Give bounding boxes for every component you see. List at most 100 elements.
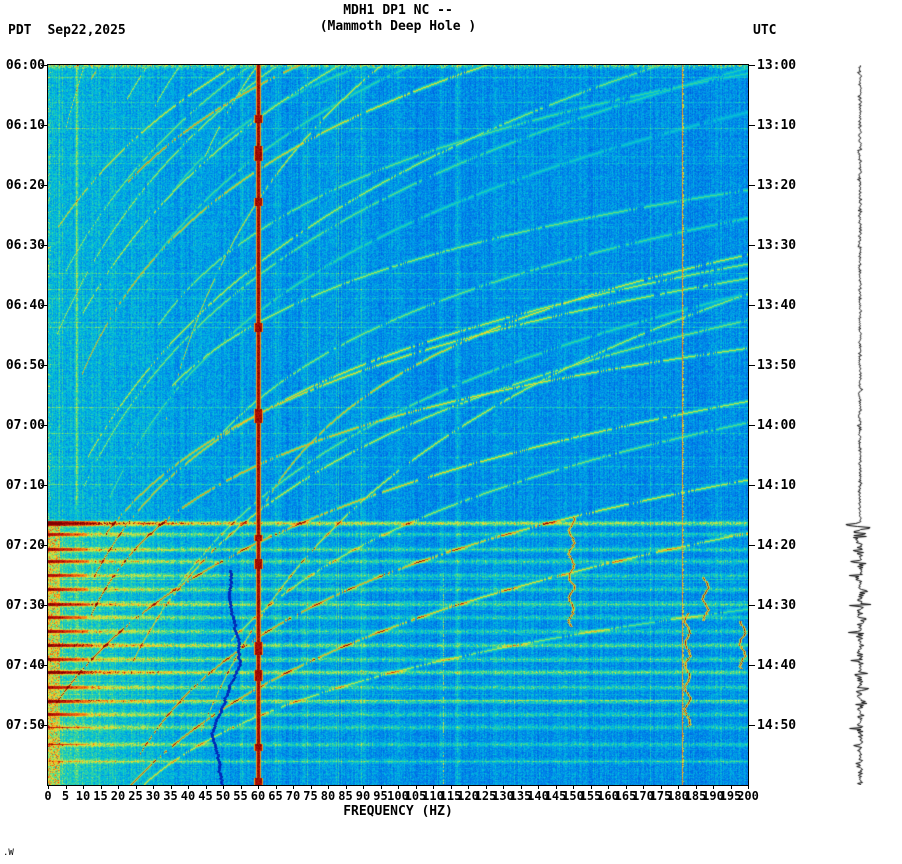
y-tick-left [41, 185, 48, 186]
freq-tick-label: 85 [338, 789, 353, 803]
time-label-right: 13:40 [757, 298, 797, 313]
freq-tick-label: 95 [373, 789, 388, 803]
freq-tick-label: 170 [632, 789, 654, 803]
freq-tick-label: 120 [457, 789, 479, 803]
plot-title-line1: MDH1 DP1 NC -- [343, 3, 453, 18]
y-tick-left [41, 485, 48, 486]
time-label-right: 13:10 [757, 118, 797, 133]
freq-tick-label: 90 [355, 789, 371, 803]
freq-tick-label: 50 [215, 789, 231, 803]
freq-tick-label: 165 [614, 789, 637, 803]
x-tick [188, 785, 189, 789]
freq-tick-label: 160 [597, 789, 619, 803]
freq-tick-label: 55 [233, 789, 248, 803]
y-tick-left [41, 305, 48, 306]
x-tick [415, 785, 417, 789]
x-tick [555, 785, 557, 789]
time-label-right: 14:40 [757, 658, 797, 673]
x-tick [398, 785, 399, 789]
freq-tick-label: 65 [268, 789, 283, 803]
x-tick [695, 785, 697, 789]
freq-tick-label: 135 [509, 789, 532, 803]
freq-tick-label: 140 [527, 789, 549, 803]
time-label-left: 07:30 [5, 598, 45, 613]
x-tick [485, 785, 487, 789]
x-tick [48, 785, 49, 789]
freq-tick-label: 0 [44, 789, 52, 803]
y-tick-right [748, 65, 755, 66]
x-tick [730, 785, 732, 789]
x-tick [170, 785, 172, 789]
y-tick-left [41, 245, 48, 246]
freq-tick-label: 80 [320, 789, 336, 803]
y-tick-left [41, 665, 48, 666]
time-label-right: 13:30 [757, 238, 797, 253]
y-tick-right [748, 545, 755, 546]
corner-mark: .W [3, 848, 14, 858]
y-tick-right [748, 125, 755, 126]
time-label-left: 06:50 [5, 358, 45, 373]
x-tick [678, 785, 679, 789]
time-label-left: 07:50 [5, 718, 45, 733]
freq-tick-label: 30 [145, 789, 161, 803]
freq-tick-label: 70 [285, 789, 301, 803]
spectrogram-canvas [48, 65, 748, 785]
x-tick [205, 785, 207, 789]
y-tick-left [41, 65, 48, 66]
y-tick-right [748, 665, 755, 666]
x-tick [100, 785, 102, 789]
freq-tick-label: 15 [93, 789, 108, 803]
freq-tick-label: 130 [492, 789, 514, 803]
y-tick-left [41, 725, 48, 726]
y-tick-right [748, 245, 755, 246]
y-tick-right [748, 725, 755, 726]
time-label-left: 06:40 [5, 298, 45, 313]
x-tick [363, 785, 364, 789]
x-tick [240, 785, 242, 789]
freq-tick-label: 100 [387, 789, 409, 803]
x-tick [538, 785, 539, 789]
freq-tick-label: 175 [649, 789, 672, 803]
y-tick-left [41, 365, 48, 366]
timezone-left-label: PDT [8, 23, 32, 38]
x-tick [450, 785, 452, 789]
time-label-right: 13:20 [757, 178, 797, 193]
x-tick [293, 785, 294, 789]
freq-tick-label: 35 [163, 789, 178, 803]
freq-tick-label: 185 [684, 789, 707, 803]
x-tick [310, 785, 312, 789]
x-tick [345, 785, 347, 789]
freq-tick-label: 110 [422, 789, 444, 803]
x-tick [590, 785, 592, 789]
spectrogram-plot-frame [47, 64, 749, 786]
x-tick [328, 785, 329, 789]
date-label: Sep22,2025 [47, 23, 126, 38]
freq-tick-label: 195 [719, 789, 742, 803]
time-label-right: 13:00 [757, 58, 797, 73]
freq-tick-label: 75 [303, 789, 318, 803]
x-tick [503, 785, 504, 789]
time-label-right: 14:30 [757, 598, 797, 613]
x-tick [643, 785, 644, 789]
x-tick [433, 785, 434, 789]
time-label-left: 07:20 [5, 538, 45, 553]
freq-tick-label: 180 [667, 789, 689, 803]
x-tick [625, 785, 627, 789]
freq-tick-label: 10 [75, 789, 91, 803]
freq-tick-label: 145 [544, 789, 567, 803]
x-tick [468, 785, 469, 789]
freq-tick-label: 105 [404, 789, 427, 803]
y-tick-right [748, 425, 755, 426]
y-tick-left [41, 545, 48, 546]
x-tick [83, 785, 84, 789]
x-tick [748, 785, 749, 789]
time-label-left: 07:40 [5, 658, 45, 673]
time-label-left: 07:10 [5, 478, 45, 493]
time-label-right: 14:00 [757, 418, 797, 433]
y-tick-left [41, 605, 48, 606]
header-left: PDT Sep22,2025 [8, 23, 126, 38]
x-tick [118, 785, 119, 789]
y-tick-right [748, 185, 755, 186]
y-tick-left [41, 425, 48, 426]
